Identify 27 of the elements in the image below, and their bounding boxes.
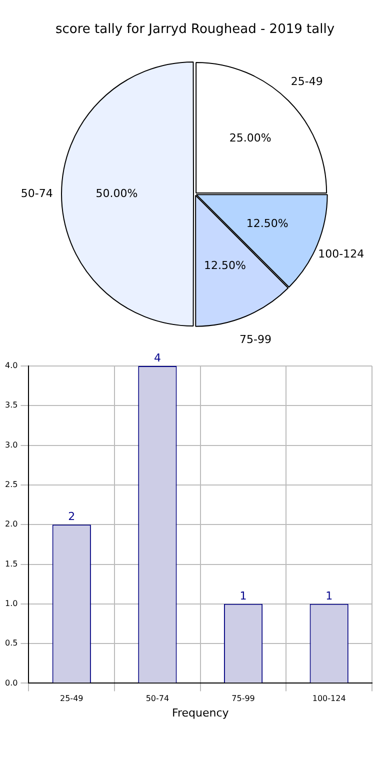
y-tick-label: 0.0	[4, 678, 18, 688]
y-tick-label: 0.5	[4, 638, 18, 648]
slice-label: 75-99	[240, 332, 272, 346]
x-tick-label: 50-74	[146, 694, 170, 704]
x-tick-label: 25-49	[60, 694, 84, 704]
slice-label: 100-124	[318, 247, 364, 260]
x-axis-title: Frequency	[172, 706, 230, 720]
slice-label: 50-74	[20, 186, 53, 200]
data-label: 2	[68, 510, 76, 523]
y-tick-label: 3.5	[4, 400, 18, 410]
data-label: 12.50%	[204, 259, 246, 272]
data-label: 50.00%	[96, 186, 138, 200]
y-tick-label: 2.0	[4, 520, 18, 529]
y-tick-label: 4.0	[4, 361, 18, 370]
x-tick-label: 100-124	[312, 694, 346, 704]
data-label: 1	[326, 589, 333, 602]
data-label: 1	[240, 589, 247, 602]
y-tick-label: 2.5	[4, 480, 18, 490]
slice-label: 25-49	[290, 75, 323, 88]
y-tick-label: 1.0	[4, 598, 18, 608]
chart-title: score tally for Jarryd Roughead - 2019 tally	[54, 21, 336, 39]
x-tick-label: 75-99	[232, 694, 255, 704]
data-label: 12.50%	[246, 216, 288, 230]
data-label: 25.00%	[229, 131, 272, 144]
data-label: 4	[154, 351, 161, 364]
y-tick-label: 1.5	[4, 559, 18, 568]
y-tick-label: 3.0	[4, 440, 18, 450]
